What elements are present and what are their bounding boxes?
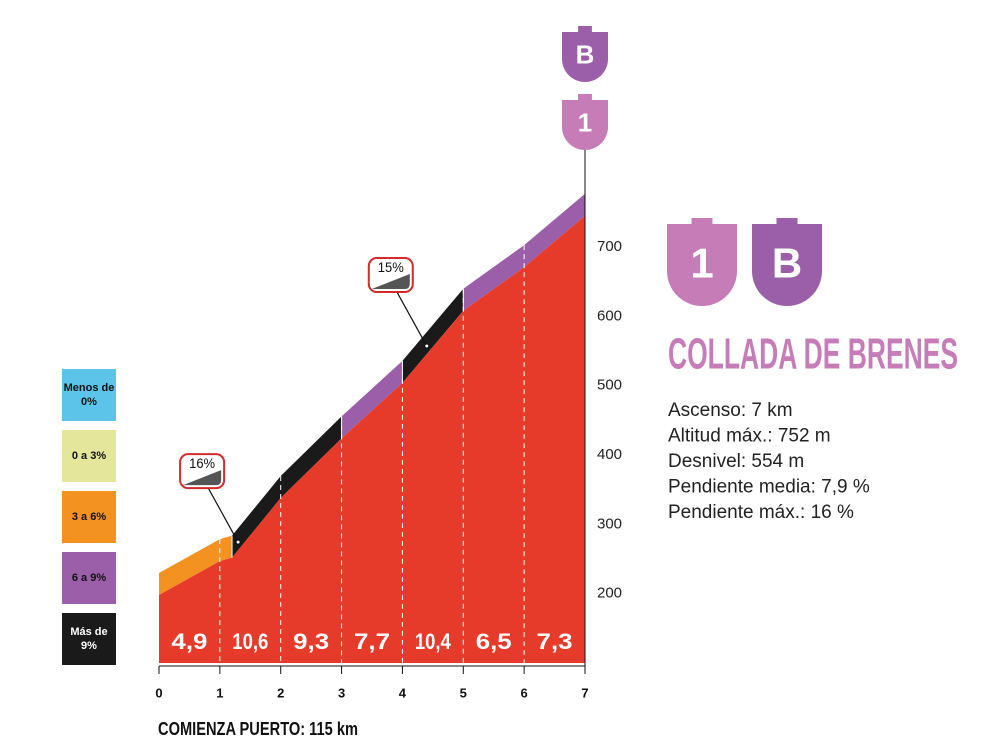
badge-label: 1: [690, 239, 713, 286]
segment-gradient: 7,7: [354, 629, 390, 654]
climb-stat: Altitud máx.: 752 m: [668, 426, 831, 447]
marker-label: 15%: [378, 259, 404, 275]
badge-shape: [752, 218, 822, 306]
legend-item: Más de 9%: [62, 613, 116, 665]
x-tick-label: 5: [460, 685, 467, 700]
x-tick-label: 6: [521, 685, 528, 700]
legend-item: Menos de 0%: [62, 369, 116, 421]
marker-pointer: [205, 483, 239, 543]
legend-item: 0 a 3%: [62, 430, 116, 482]
badge-shape: [562, 26, 608, 82]
climb-stat: Ascenso: 7 km: [668, 400, 793, 421]
segment-gradient: 6,5: [476, 629, 512, 654]
elevation-area: [159, 215, 585, 664]
badge-label: B: [772, 239, 802, 286]
marker-pointer: [394, 287, 428, 347]
segment-gradient: 7,3: [537, 629, 573, 654]
y-tick-label: 200: [597, 585, 622, 602]
marker-dot: [424, 343, 430, 349]
y-tick-label: 700: [597, 238, 622, 255]
y-tick-label: 300: [597, 515, 622, 532]
badge-label: 1: [578, 108, 592, 138]
climb-stat: Pendiente máx.: 16 %: [668, 502, 854, 523]
footer: COMIENZA PUERTO: 115 km: [158, 719, 358, 739]
gradient-band: [463, 193, 585, 311]
climb-stat: Pendiente media: 7,9 %: [668, 477, 870, 498]
x-tick-label: 7: [581, 685, 588, 700]
x-tick-label: 2: [277, 685, 284, 700]
x-tick-label: 1: [216, 685, 223, 700]
x-tick-label: 3: [338, 685, 345, 700]
badge-label: B: [576, 40, 595, 70]
marker-wedge: [371, 274, 410, 290]
gradient-band: [341, 360, 403, 439]
y-tick-label: 500: [597, 377, 622, 394]
legend-item: 3 a 6%: [62, 491, 116, 543]
x-tick-label: 0: [155, 685, 162, 700]
badge-shape: [562, 94, 608, 150]
gradient-band: [232, 416, 342, 558]
y-tick-label: 400: [597, 446, 622, 463]
segment-gradient: 10,6: [232, 629, 268, 654]
y-tick-label: 600: [597, 307, 622, 324]
badge-shape: [667, 218, 737, 306]
gradient-band: [402, 288, 464, 383]
marker-wedge: [183, 470, 222, 486]
climb-stat: Desnivel: 554 m: [668, 451, 804, 472]
gradient-band: [159, 535, 233, 596]
x-tick-label: 4: [399, 685, 407, 700]
climb-title: COLLADA DE BRENES: [668, 330, 958, 379]
marker-dot: [235, 539, 241, 545]
segment-gradient: 9,3: [293, 629, 329, 654]
legend-item: 6 a 9%: [62, 552, 116, 604]
segment-gradient: 4,9: [171, 629, 207, 654]
marker-label: 16%: [189, 455, 215, 471]
segment-gradient: 10,4: [415, 629, 452, 654]
